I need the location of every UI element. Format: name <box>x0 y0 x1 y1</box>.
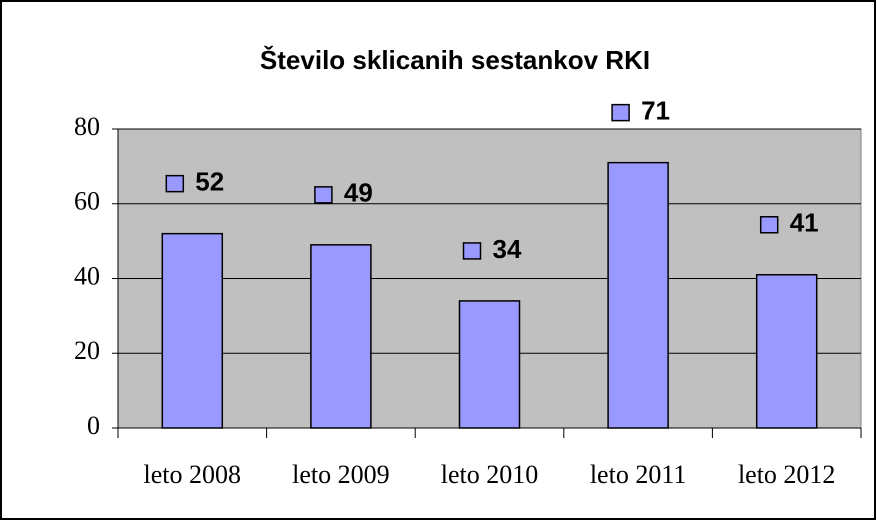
x-tick-label: leto 2012 <box>738 460 836 489</box>
y-tick-label: 40 <box>74 261 100 290</box>
data-label: 34 <box>493 234 522 264</box>
y-tick-label: 60 <box>74 187 100 216</box>
x-tick-label: leto 2011 <box>590 460 687 489</box>
x-tick-label: leto 2008 <box>144 460 242 489</box>
y-tick-label: 20 <box>74 336 100 365</box>
x-tick-label: leto 2009 <box>292 460 390 489</box>
label-key <box>165 174 185 193</box>
bar <box>458 300 521 429</box>
data-label: 52 <box>195 167 224 197</box>
label-key <box>462 242 482 260</box>
y-tick-label: 80 <box>74 112 100 141</box>
y-tick-label: 0 <box>87 411 100 440</box>
label-key <box>314 186 333 204</box>
bar <box>755 274 818 429</box>
x-tick-label: leto 2010 <box>441 460 539 489</box>
data-label: 71 <box>641 96 670 126</box>
data-label: 49 <box>344 178 373 208</box>
label-key <box>611 103 630 122</box>
data-label: 41 <box>790 208 819 238</box>
bar <box>607 161 669 429</box>
bar <box>161 232 224 429</box>
chart-title: Število sklicanih sestankov RKI <box>260 45 650 75</box>
bar <box>310 244 372 429</box>
label-key <box>759 216 779 234</box>
